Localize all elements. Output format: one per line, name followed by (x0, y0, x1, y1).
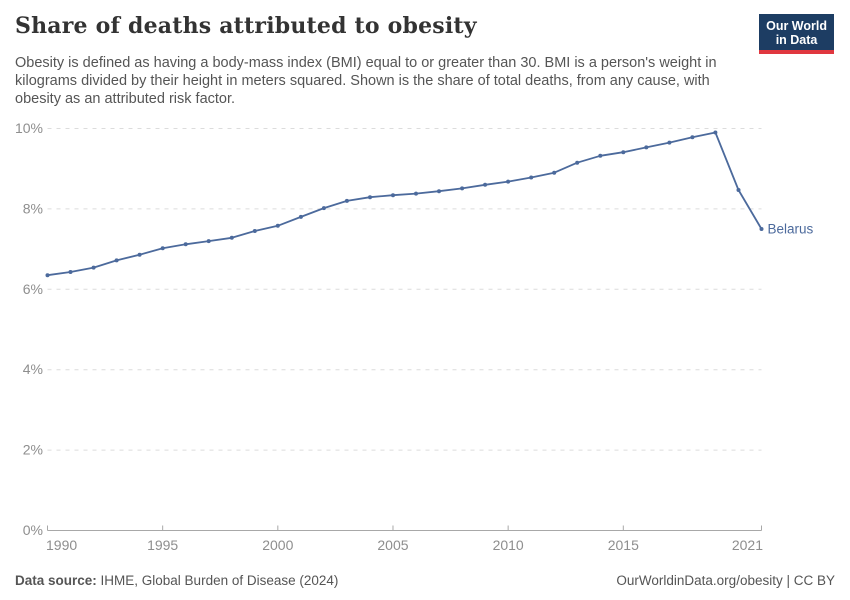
data-point (206, 239, 211, 244)
x-tick-label: 2005 (377, 537, 408, 553)
data-point (45, 273, 50, 278)
data-source-label: Data source: (15, 573, 97, 588)
data-point (91, 265, 96, 270)
data-point (321, 206, 326, 211)
data-point (344, 198, 349, 203)
x-tick-label: 1990 (46, 537, 77, 553)
y-tick-label: 2% (23, 442, 43, 458)
data-source-text: IHME, Global Burden of Disease (2024) (96, 573, 339, 588)
data-source: Data source: IHME, Global Burden of Dise… (15, 573, 338, 588)
data-point (506, 179, 511, 184)
data-point (183, 242, 188, 247)
data-point (114, 258, 119, 263)
y-tick-label: 10% (15, 120, 43, 136)
x-tick-label: 2000 (262, 537, 293, 553)
data-point (552, 170, 557, 175)
data-point (460, 186, 465, 191)
x-tick-label: 1995 (147, 537, 178, 553)
data-point (483, 182, 488, 187)
footer-rights: OurWorldinData.org/obesity | CC BY (616, 573, 835, 588)
series-end-label: Belarus (768, 222, 814, 237)
data-point (229, 235, 234, 240)
data-line (46, 131, 763, 277)
chart-subtitle: Obesity is defined as having a body-mass… (15, 55, 717, 107)
data-point (391, 193, 395, 198)
data-point (368, 195, 372, 200)
owid-logo-line2: in Data (775, 33, 818, 47)
y-tick-label: 6% (23, 281, 43, 297)
owid-logo: Our World in Data (759, 14, 834, 54)
data-point (644, 145, 649, 150)
y-tick-label: 0% (23, 522, 43, 538)
data-point (575, 160, 580, 165)
y-tick-label: 4% (23, 361, 43, 377)
data-point (160, 246, 165, 251)
x-tick-label: 2010 (493, 537, 524, 553)
data-point (690, 135, 695, 140)
data-point (437, 189, 441, 194)
y-tick-label: 8% (23, 200, 43, 216)
chart-footer: Data source: IHME, Global Burden of Dise… (15, 573, 835, 588)
data-point (529, 175, 534, 180)
data-point (759, 227, 764, 231)
data-point (414, 191, 418, 196)
x-tick-label: 2015 (608, 537, 639, 553)
footer-divider: | (782, 573, 794, 588)
data-point (713, 130, 718, 135)
footer-license: CC BY (793, 573, 835, 588)
data-point (736, 188, 741, 192)
owid-logo-line1: Our World (766, 19, 827, 33)
data-point (667, 140, 672, 145)
data-point (621, 150, 626, 155)
page-title: Share of deaths attributed to obesity (15, 13, 477, 39)
data-point (298, 214, 303, 219)
data-point (275, 223, 280, 228)
data-point (598, 153, 603, 158)
x-tick-label: 2021 (732, 537, 763, 553)
data-point (68, 270, 73, 274)
data-point (137, 252, 142, 257)
footer-url-link[interactable]: OurWorldinData.org/obesity (616, 573, 783, 588)
data-point (252, 229, 257, 233)
